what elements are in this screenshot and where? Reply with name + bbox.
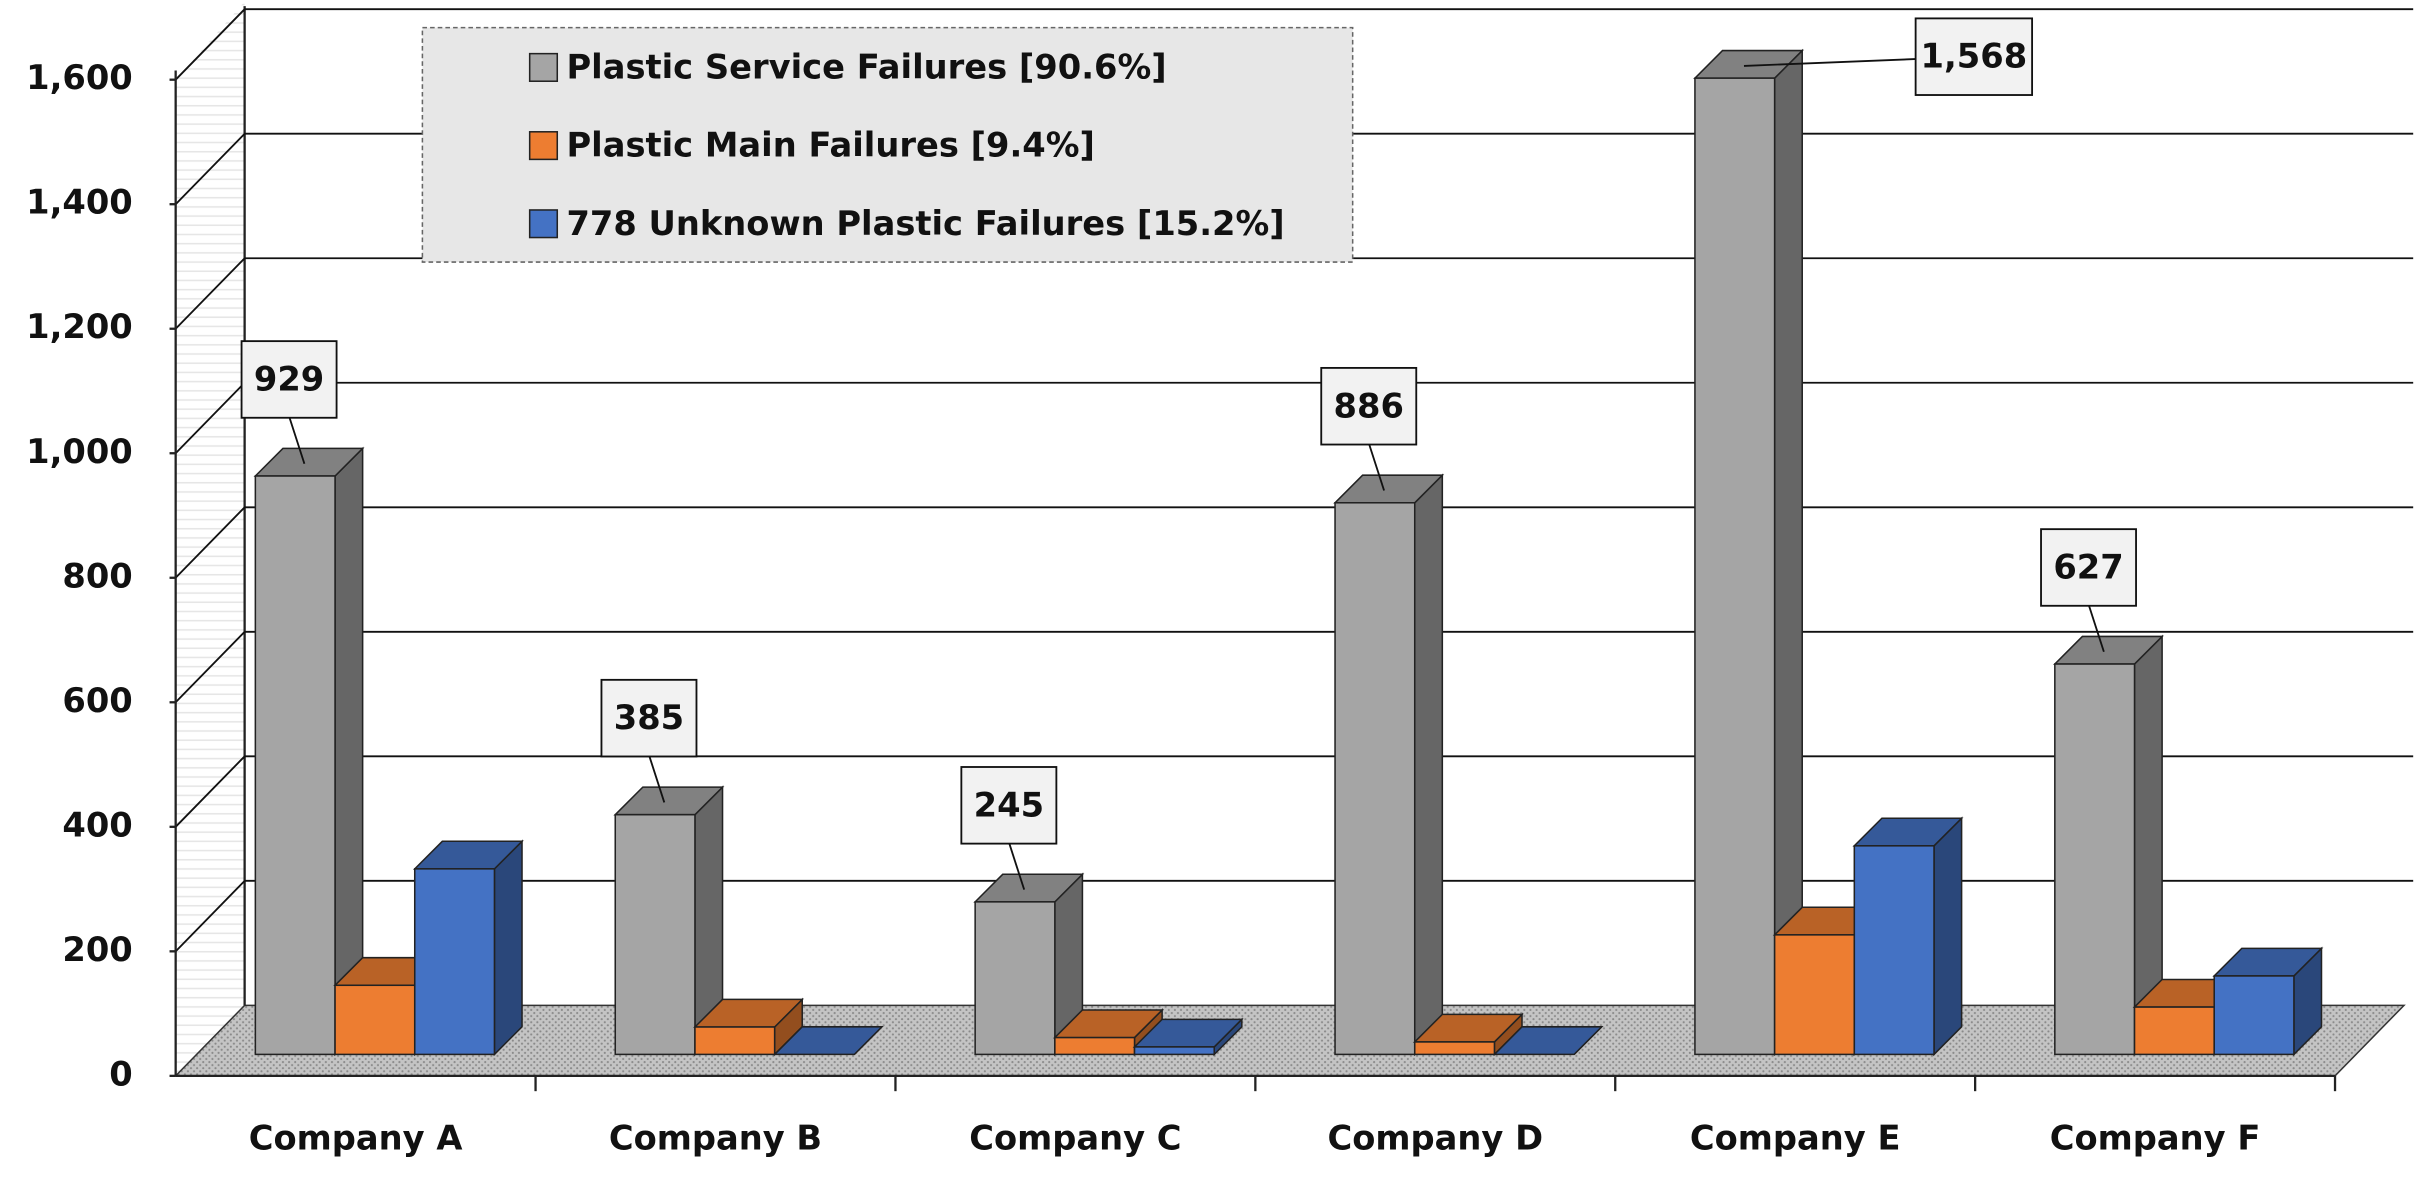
data-label: 385 <box>614 698 684 737</box>
bar <box>1492 1026 1604 1056</box>
data-label-box <box>600 678 698 758</box>
bar <box>693 997 805 1057</box>
grid-line <box>175 506 246 579</box>
bar-top <box>1492 1026 1604 1056</box>
grid-line <box>175 8 246 81</box>
bar-front <box>413 868 496 1056</box>
bar-front <box>254 475 336 1056</box>
bar <box>2052 634 2164 1057</box>
x-tick-label: Company E <box>1690 1119 1901 1158</box>
bar-side <box>1933 816 1963 1057</box>
legend-label: Plastic Service Failures [90.6%] <box>566 47 1166 86</box>
grid-line <box>175 755 246 828</box>
legend-swatch <box>528 209 559 239</box>
legend: Plastic Service Failures [90.6%] Plastic … <box>421 26 1354 263</box>
bar-front <box>2133 1006 2215 1056</box>
bar <box>1132 1017 1244 1057</box>
x-tick-label: Company B <box>609 1119 822 1158</box>
x-tick-label: Company A <box>249 1119 463 1158</box>
grid-line <box>175 880 246 952</box>
data-label: 929 <box>254 359 324 398</box>
bar-front <box>1413 1041 1496 1056</box>
bar <box>1333 473 1445 1057</box>
label-leader <box>1007 841 1026 890</box>
label-leader <box>2087 603 2105 653</box>
x-tick-label: Company C <box>969 1119 1181 1158</box>
y-tick-label: 1,600 <box>26 58 133 97</box>
bar <box>772 1026 884 1056</box>
legend-swatch <box>528 131 559 161</box>
x-tick-label: Company D <box>1328 1119 1544 1158</box>
bar <box>973 872 1085 1057</box>
bar <box>613 785 725 1057</box>
legend-swatch <box>528 52 559 82</box>
y-tick-label: 600 <box>62 681 132 720</box>
legend-label: 778 Unknown Plastic Failures [15.2%] <box>566 204 1284 243</box>
x-tick-label: Company F <box>2050 1119 2261 1158</box>
label-leader <box>648 754 666 803</box>
label-leader <box>1367 442 1385 491</box>
bar-front <box>1773 934 1856 1056</box>
bar-front <box>2213 975 2295 1056</box>
y-tick-label: 400 <box>62 805 132 844</box>
bar-side <box>1773 48 1803 1057</box>
data-label-box <box>2040 528 2137 607</box>
bar-front <box>1133 1046 1215 1056</box>
bar-side <box>493 839 523 1057</box>
bar-front <box>1054 1036 1136 1056</box>
data-label: 245 <box>974 785 1044 824</box>
bar-front <box>1694 77 1776 1056</box>
bar-front <box>334 984 416 1056</box>
bar-front <box>694 1026 776 1056</box>
bar-side <box>1413 473 1444 1057</box>
bar <box>2212 946 2324 1057</box>
data-label-box <box>1914 17 2034 96</box>
bar-front <box>974 901 1056 1056</box>
bar-front <box>1334 502 1416 1056</box>
bar <box>1412 1012 1524 1057</box>
bar <box>253 446 365 1057</box>
data-label-box <box>960 766 1058 845</box>
bar <box>412 839 524 1057</box>
bar <box>1852 816 1964 1057</box>
data-label-box <box>240 340 338 419</box>
y-tick-label: 1,400 <box>26 183 133 222</box>
grid-line <box>175 257 246 330</box>
side-wall <box>175 1 245 1076</box>
data-label: 886 <box>1334 386 1404 425</box>
bar-front <box>2054 663 2136 1056</box>
bar-front <box>614 813 696 1056</box>
grid-line <box>175 631 246 703</box>
y-tick-label: 1,000 <box>26 432 133 471</box>
grid-line <box>175 382 246 454</box>
data-label: 627 <box>2053 548 2123 587</box>
bar <box>1693 48 1805 1057</box>
y-tick-label: 800 <box>62 556 132 595</box>
bar-front <box>1853 845 1935 1056</box>
legend-box <box>421 26 1354 263</box>
y-tick-label: 1,200 <box>26 307 133 346</box>
y-tick-label: 200 <box>62 930 132 969</box>
y-tick-label: 0 <box>109 1054 132 1093</box>
data-label: 1,568 <box>1921 37 2028 76</box>
data-label-box <box>1320 366 1418 446</box>
legend-label: Plastic Main Failures [9.4%] <box>566 126 1094 165</box>
grid-line <box>175 133 246 205</box>
label-leader <box>288 415 306 465</box>
bar-top <box>772 1026 884 1056</box>
